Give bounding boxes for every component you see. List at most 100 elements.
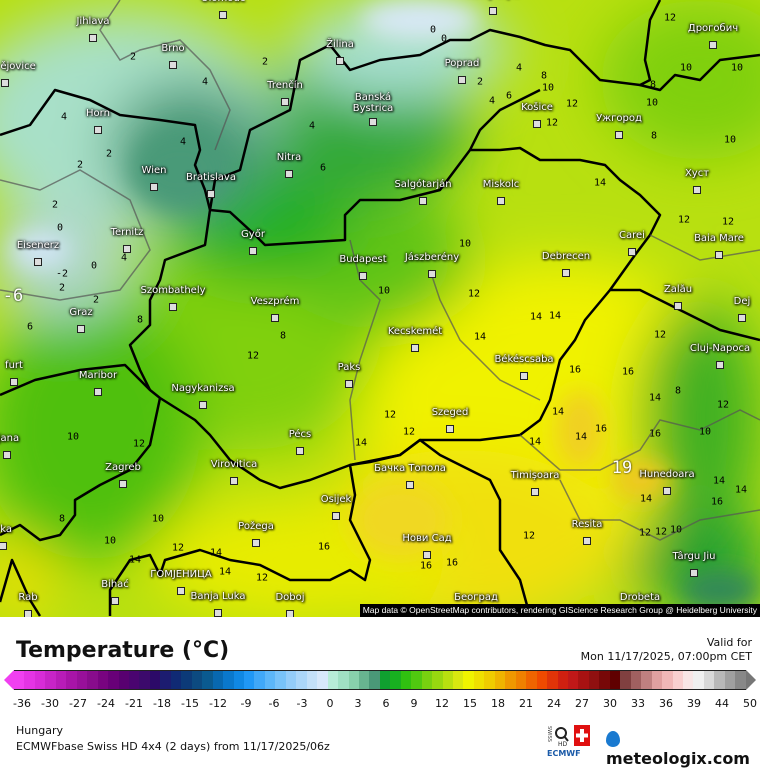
- color-swatch: [641, 671, 652, 689]
- city-square-icon: [285, 170, 293, 178]
- contour-value-label: 14: [354, 437, 368, 449]
- color-swatch: [223, 671, 234, 689]
- city-label: Jihlava: [76, 16, 110, 27]
- contour-value-label: 4: [515, 62, 523, 74]
- temperature-map[interactable]: 2 4 2 4 2 4 2 0 -2 0 4 2 2 6 4 2 0 0 2 4 8 6 4 10 12 12 8 10 12 10 10 8…: [0, 0, 760, 617]
- meteologix-logo[interactable]: meteologix.com: [606, 730, 760, 768]
- contour-value-label: 10: [679, 62, 693, 74]
- city-label: furt: [5, 360, 23, 371]
- contour-value-label: 12: [402, 426, 416, 438]
- contour-value-label: 14: [548, 310, 562, 322]
- city-label: Virovitica: [210, 459, 258, 470]
- color-swatch: [463, 671, 474, 689]
- city-square-icon: [10, 378, 18, 386]
- scale-tick-label: 3: [354, 697, 362, 710]
- city-label: Târgu Jiu: [672, 551, 716, 562]
- city-label: Carei: [619, 230, 645, 241]
- map-attribution[interactable]: Map data © OpenStreetMap contributors, r…: [359, 604, 760, 617]
- contour-value-label: 12: [467, 288, 481, 300]
- contour-value-label: 4: [201, 76, 209, 88]
- city-square-icon: [715, 251, 723, 259]
- color-swatch: [233, 671, 244, 689]
- city-label: Ужгород: [596, 113, 642, 124]
- city-label: Drobeta: [619, 592, 661, 603]
- color-swatch: [191, 671, 203, 689]
- city-label: Dej: [733, 296, 751, 307]
- region-name: Hungary: [16, 724, 63, 737]
- contour-value-label: 14: [734, 484, 748, 496]
- city-square-icon: [252, 539, 260, 547]
- brand-name: meteologix.com: [606, 749, 750, 768]
- color-swatch: [149, 671, 161, 689]
- city-label: Wien: [141, 165, 167, 176]
- color-swatch: [400, 671, 412, 689]
- contour-value-label: 16: [621, 366, 635, 378]
- color-swatch: [411, 671, 422, 689]
- contour-value-label: 2: [105, 148, 113, 160]
- contour-value-label: 12: [721, 216, 735, 228]
- city-square-icon: [169, 303, 177, 311]
- scale-high-arrow: [746, 670, 756, 690]
- contour-value-label: 0: [90, 260, 98, 272]
- city-label: Hunedoara: [639, 469, 695, 480]
- color-swatch: [442, 671, 454, 689]
- city-square-icon: [674, 302, 682, 310]
- city-square-icon: [709, 41, 717, 49]
- city-label: Resita: [571, 519, 603, 530]
- city-square-icon: [1, 79, 9, 87]
- contour-value-label: 12: [171, 542, 185, 554]
- contour-value-label: 16: [594, 423, 608, 435]
- valid-label: Valid for: [706, 636, 752, 649]
- legend-title: Temperature (°C): [16, 638, 230, 663]
- color-swatch: [139, 671, 150, 689]
- city-square-icon: [111, 597, 119, 605]
- city-label: Poprad: [444, 58, 480, 69]
- city-square-icon: [716, 361, 724, 369]
- city-label: Kecskemét: [387, 326, 443, 337]
- color-swatch: [505, 671, 516, 689]
- city-square-icon: [428, 270, 436, 278]
- scale-tick-label: 12: [435, 697, 449, 710]
- contour-value-label: 16: [317, 541, 331, 553]
- city-label: Timișoara: [510, 470, 560, 481]
- scale-tick-label: -3: [296, 697, 308, 710]
- color-swatch: [453, 671, 464, 689]
- color-swatch: [348, 671, 359, 689]
- color-swatch: [55, 671, 67, 689]
- color-swatch: [212, 671, 224, 689]
- city-square-icon: [423, 551, 431, 559]
- city-square-icon: [520, 372, 528, 380]
- city-label: Osijek: [320, 494, 352, 505]
- city-square-icon: [230, 477, 238, 485]
- city-label: Budapest: [339, 254, 387, 265]
- contour-value-label: 12: [545, 117, 559, 129]
- contour-value-label: 12: [653, 329, 667, 341]
- color-swatch: [599, 671, 610, 689]
- city-label: Szombathely: [140, 285, 206, 296]
- contour-value-label: 8: [649, 79, 657, 91]
- contour-value-label: 12: [654, 526, 668, 538]
- scale-tick-label: -27: [69, 697, 87, 710]
- scale-tick-label: 27: [575, 697, 589, 710]
- city-square-icon: [419, 197, 427, 205]
- swiss-hd-ecmwf-logo: SWISS HD ECMWF: [546, 724, 598, 758]
- contour-value-label: 10: [151, 513, 165, 525]
- contour-value-label: 10: [730, 62, 744, 74]
- contour-value-label: 0: [440, 33, 448, 45]
- contour-value-label: 4: [488, 95, 496, 107]
- city-square-icon: [77, 325, 85, 333]
- color-swatch: [160, 671, 171, 689]
- color-swatch: [264, 671, 276, 689]
- contour-value-label: 10: [458, 238, 472, 250]
- city-label: Бачка Топола: [374, 463, 446, 474]
- city-label: eka: [0, 524, 12, 535]
- contour-value-label: 10: [645, 97, 659, 109]
- contour-value-label: 12: [132, 438, 146, 450]
- color-swatch: [254, 671, 265, 689]
- city-label: Graz: [69, 307, 93, 318]
- color-swatch: [34, 671, 46, 689]
- region-borders: [0, 0, 760, 541]
- contour-value-label: 8: [540, 70, 548, 82]
- city-label: Zagreb: [105, 462, 141, 473]
- scale-tick-label: -12: [209, 697, 227, 710]
